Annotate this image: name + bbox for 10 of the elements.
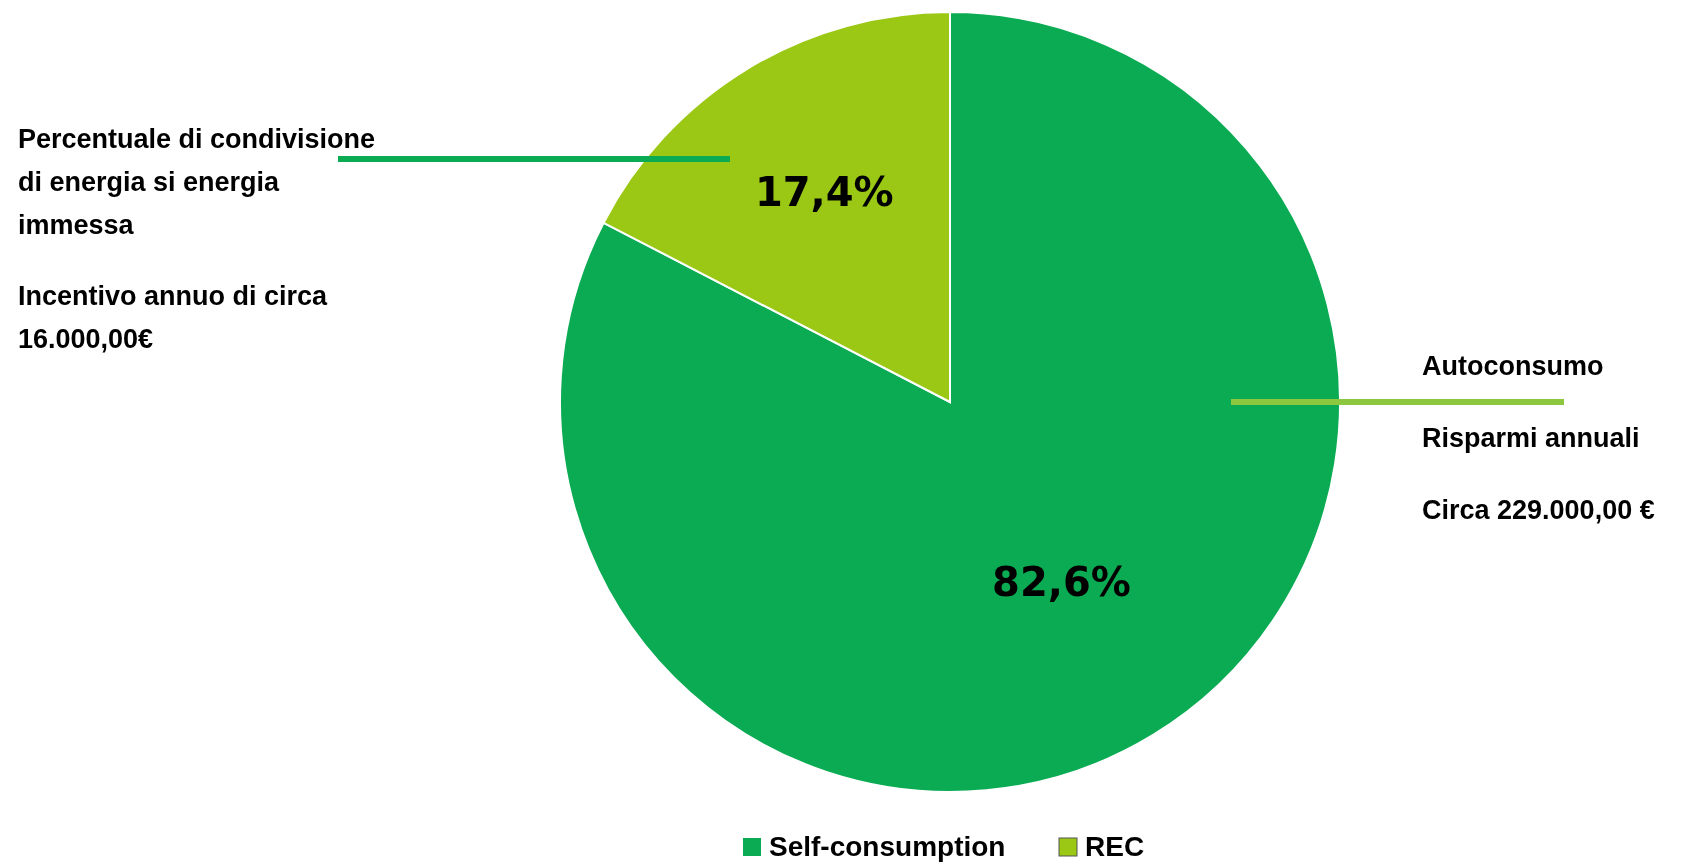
text: Circa 229.000,00 €	[1422, 495, 1655, 525]
text: Incentivo annuo di circa 16.000,00€	[18, 281, 329, 354]
legend-label: Self-consumption	[769, 831, 1006, 862]
data-label: 17,4%	[754, 169, 894, 216]
data-label: 82,6%	[992, 559, 1131, 606]
text: Percentuale di condivisione di energia si energia immessa	[18, 124, 376, 240]
legend-label: REC	[1085, 831, 1145, 862]
pie-slice	[559, 11, 1341, 793]
text: Autoconsumo	[1422, 351, 1604, 381]
text: Risparmi annuali	[1422, 423, 1640, 453]
